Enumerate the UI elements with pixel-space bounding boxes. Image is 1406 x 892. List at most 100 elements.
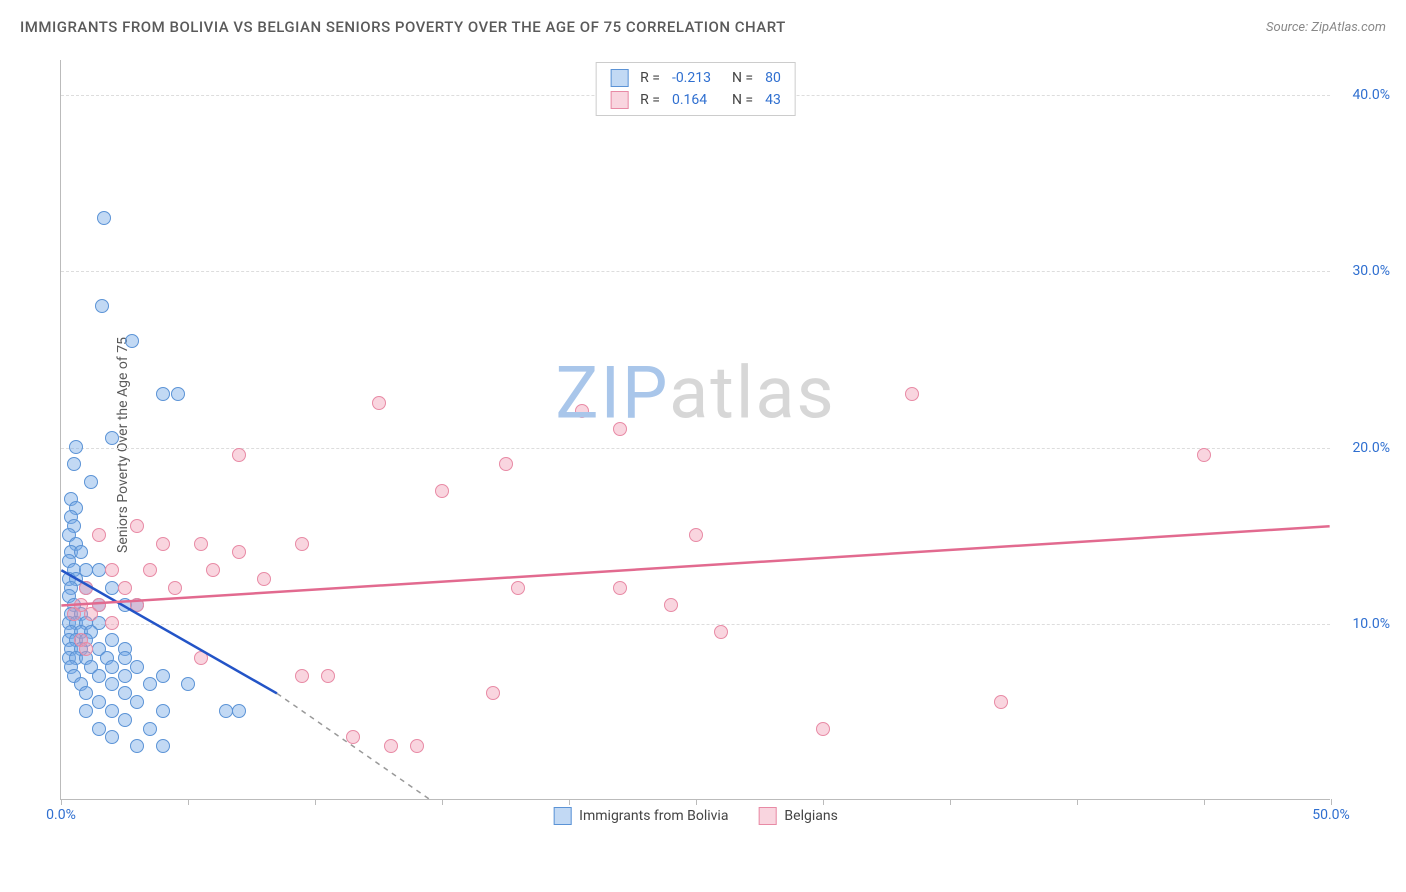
data-point-bolivia	[181, 677, 195, 691]
correlation-legend: R = -0.213 N = 80 R = 0.164 N = 43	[595, 62, 796, 116]
legend-row-belgians: R = 0.164 N = 43	[610, 89, 781, 111]
data-point-bolivia	[156, 387, 170, 401]
data-point-belgians	[295, 669, 309, 683]
watermark: ZIPatlas	[555, 350, 835, 435]
data-point-bolivia	[105, 677, 119, 691]
data-point-bolivia	[95, 299, 109, 313]
chart-area: Seniors Poverty Over the Age of 75 ZIPat…	[50, 60, 1386, 830]
data-point-bolivia	[171, 387, 185, 401]
x-tick	[823, 799, 824, 805]
swatch-bolivia	[610, 69, 628, 87]
data-point-belgians	[232, 545, 246, 559]
x-tick	[1331, 799, 1332, 805]
data-point-bolivia	[74, 545, 88, 559]
x-tick	[315, 799, 316, 805]
data-point-bolivia	[105, 633, 119, 647]
data-point-bolivia	[118, 669, 132, 683]
data-point-belgians	[105, 616, 119, 630]
data-point-belgians	[321, 669, 335, 683]
gridline-h	[61, 448, 1330, 449]
data-point-bolivia	[105, 431, 119, 445]
data-point-bolivia	[143, 677, 157, 691]
data-point-belgians	[79, 581, 93, 595]
data-point-bolivia	[67, 457, 81, 471]
data-point-bolivia	[97, 211, 111, 225]
data-point-bolivia	[84, 475, 98, 489]
x-tick	[442, 799, 443, 805]
scatter-plot: ZIPatlas R = -0.213 N = 80 R = 0.164 N =…	[60, 60, 1330, 800]
data-point-bolivia	[125, 334, 139, 348]
x-tick-label: 0.0%	[46, 807, 76, 823]
data-point-belgians	[130, 519, 144, 533]
data-point-belgians	[905, 387, 919, 401]
data-point-belgians	[372, 396, 386, 410]
data-point-bolivia	[92, 722, 106, 736]
series-legend: Immigrants from Bolivia Belgians	[553, 807, 838, 825]
n-value-belgians: 43	[765, 92, 781, 108]
data-point-bolivia	[118, 713, 132, 727]
legend-label-belgians: Belgians	[784, 808, 837, 824]
data-point-bolivia	[143, 722, 157, 736]
legend-item-belgians: Belgians	[758, 807, 837, 825]
r-label: R =	[640, 92, 660, 108]
gridline-h	[61, 271, 1330, 272]
legend-item-bolivia: Immigrants from Bolivia	[553, 807, 728, 825]
n-label: N =	[732, 92, 753, 108]
data-point-bolivia	[232, 704, 246, 718]
n-label: N =	[732, 70, 753, 86]
data-point-bolivia	[156, 739, 170, 753]
data-point-bolivia	[156, 669, 170, 683]
gridline-h	[61, 624, 1330, 625]
data-point-belgians	[79, 642, 93, 656]
data-point-belgians	[384, 739, 398, 753]
data-point-belgians	[1197, 448, 1211, 462]
data-point-bolivia	[79, 704, 93, 718]
data-point-belgians	[67, 607, 81, 621]
data-point-belgians	[118, 581, 132, 595]
watermark-atlas: atlas	[669, 350, 836, 435]
data-point-bolivia	[92, 669, 106, 683]
data-point-bolivia	[105, 730, 119, 744]
source-label: Source: ZipAtlas.com	[1266, 20, 1386, 35]
data-point-bolivia	[105, 660, 119, 674]
data-point-belgians	[194, 651, 208, 665]
y-tick-label: 30.0%	[1352, 263, 1390, 279]
y-tick-label: 40.0%	[1352, 87, 1390, 103]
data-point-bolivia	[69, 440, 83, 454]
data-point-belgians	[994, 695, 1008, 709]
data-point-belgians	[664, 598, 678, 612]
n-value-bolivia: 80	[765, 70, 781, 86]
data-point-bolivia	[130, 739, 144, 753]
swatch-bolivia-icon	[553, 807, 571, 825]
swatch-belgians	[610, 91, 628, 109]
data-point-belgians	[194, 537, 208, 551]
data-point-belgians	[232, 448, 246, 462]
r-label: R =	[640, 70, 660, 86]
data-point-bolivia	[130, 660, 144, 674]
data-point-belgians	[689, 528, 703, 542]
data-point-bolivia	[118, 686, 132, 700]
data-point-bolivia	[130, 695, 144, 709]
data-point-bolivia	[156, 704, 170, 718]
y-tick-label: 10.0%	[1352, 616, 1390, 632]
data-point-bolivia	[92, 695, 106, 709]
x-tick	[950, 799, 951, 805]
data-point-belgians	[613, 422, 627, 436]
data-point-belgians	[168, 581, 182, 595]
data-point-belgians	[486, 686, 500, 700]
r-value-bolivia: -0.213	[672, 70, 720, 86]
data-point-belgians	[410, 739, 424, 753]
data-point-belgians	[105, 563, 119, 577]
watermark-zip: ZIP	[555, 350, 669, 435]
data-point-belgians	[816, 722, 830, 736]
legend-row-bolivia: R = -0.213 N = 80	[610, 67, 781, 89]
x-tick	[188, 799, 189, 805]
x-tick-label: 50.0%	[1312, 807, 1350, 823]
y-tick-label: 20.0%	[1352, 440, 1390, 456]
data-point-belgians	[575, 404, 589, 418]
data-point-belgians	[613, 581, 627, 595]
data-point-belgians	[156, 537, 170, 551]
trend-lines	[61, 60, 1330, 799]
data-point-bolivia	[118, 651, 132, 665]
data-point-belgians	[295, 537, 309, 551]
